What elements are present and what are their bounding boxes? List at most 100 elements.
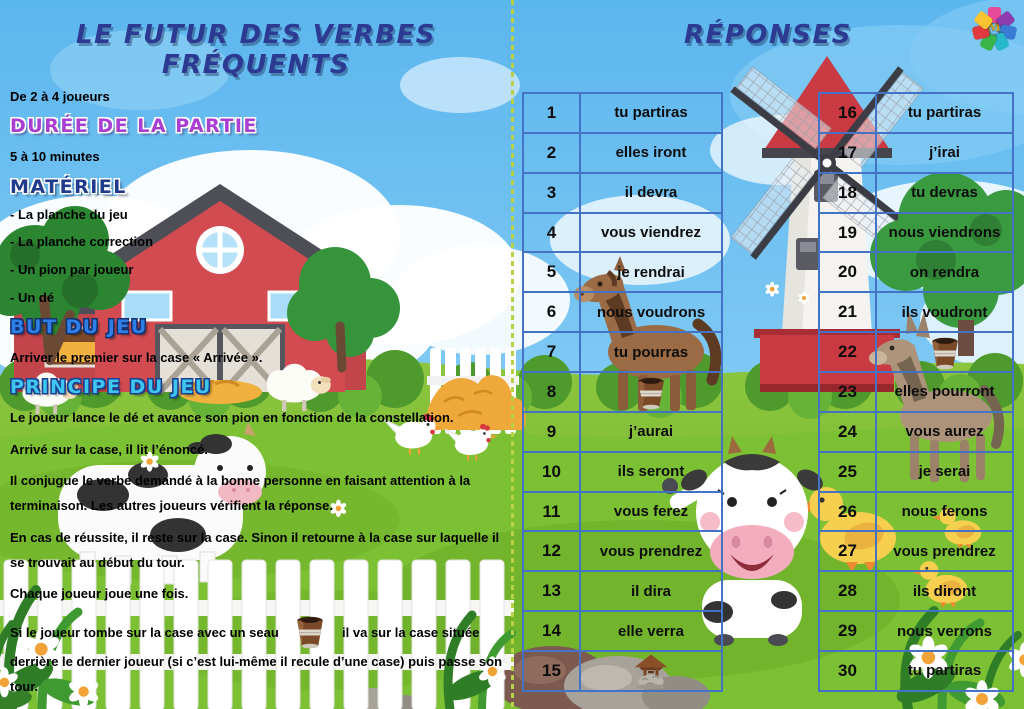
answer-number: 30 xyxy=(820,652,877,690)
answer-text: tu pourras xyxy=(613,343,689,361)
answer-row: 5 je rendrai xyxy=(524,253,721,294)
picket-fence-illustration xyxy=(0,559,514,709)
answer-text: tu partiras xyxy=(907,662,982,680)
answer-number: 1 xyxy=(524,94,581,132)
material-item: - La planche du jeu xyxy=(10,206,128,222)
answer-row: 4 vous viendrez xyxy=(524,213,721,254)
answer-number: 13 xyxy=(524,572,581,611)
answer-text: ils seront xyxy=(617,463,685,481)
answer-number: 17 xyxy=(820,133,877,172)
hay-fence-illustration xyxy=(424,348,526,434)
cow-illustration xyxy=(662,436,823,646)
answer-number: 9 xyxy=(524,412,581,451)
donkey-illustration xyxy=(869,310,1004,482)
principle-line: Chaque joueur joue une fois. xyxy=(10,586,189,602)
answer-row: 10 ils seront xyxy=(524,452,721,493)
answer-text: vous aurez xyxy=(905,423,984,441)
answer-number: 14 xyxy=(524,612,581,651)
well-icon xyxy=(581,652,721,690)
answer-number: 15 xyxy=(524,652,581,690)
answer-number: 23 xyxy=(820,373,877,411)
answer-number: 29 xyxy=(820,612,877,651)
answer-row: 13 il dira xyxy=(524,572,721,613)
answer-text: tu partiras xyxy=(614,104,688,122)
answer-row: 20 on rendra xyxy=(820,253,1012,294)
answer-number: 16 xyxy=(820,94,877,132)
tree-illustration xyxy=(870,172,1024,356)
answer-number: 8 xyxy=(524,373,581,411)
answer-row: 24 vous aurez xyxy=(820,412,1012,453)
answer-number: 22 xyxy=(820,333,877,372)
answer-text: on rendra xyxy=(909,263,980,281)
answer-number: 27 xyxy=(820,532,877,571)
right-page-title: RÉPONSES xyxy=(684,20,852,50)
answer-row: 28 ils diront xyxy=(820,572,1012,613)
answer-number: 11 xyxy=(524,492,581,531)
material-item: - Un dé xyxy=(10,290,55,306)
players-line: De 2 à 4 joueurs xyxy=(10,89,110,104)
answer-row: 17 j’irai xyxy=(820,133,1012,174)
material-item: - Un pion par joueur xyxy=(10,262,134,278)
answer-number: 24 xyxy=(820,412,877,451)
answer-row: 12 vous prendrez xyxy=(524,532,721,573)
answer-text: elles iront xyxy=(615,144,687,162)
bucket-icon xyxy=(292,613,328,649)
answer-text: elle verra xyxy=(618,622,684,640)
answer-number: 2 xyxy=(524,133,581,172)
answer-row: 23 elles pourront xyxy=(820,373,1012,413)
answer-text: j’irai xyxy=(929,144,960,162)
materials-header: MATÉRIEL xyxy=(10,175,127,198)
answer-row: 15 xyxy=(524,652,721,690)
answer-number: 3 xyxy=(524,173,581,212)
page-fold-line xyxy=(511,0,514,709)
foliage-illustration xyxy=(443,610,516,709)
answer-row: 21 ils voudront xyxy=(820,293,1012,334)
bucket-rule: Si le joueur tombe sur la case avec un s… xyxy=(10,613,514,700)
answer-text: nous verrons xyxy=(896,622,993,640)
answer-row: 26 nous ferons xyxy=(820,492,1012,533)
answer-row: 19 nous viendrons xyxy=(820,213,1012,254)
foliage-illustration xyxy=(0,585,101,709)
material-item: - La planche correction xyxy=(10,234,154,250)
answer-row: 1 tu partiras xyxy=(524,94,721,134)
answer-number: 12 xyxy=(524,532,581,571)
answer-text: ils voudront xyxy=(901,303,988,321)
answer-row: 7 tu pourras xyxy=(524,333,721,374)
answer-row: 30 tu partiras xyxy=(820,652,1012,690)
left-page-title: LE FUTUR DES VERBES FRÉQUENTS xyxy=(76,20,436,80)
answer-row: 16 tu partiras xyxy=(820,94,1012,134)
answer-number: 10 xyxy=(524,452,581,491)
answer-number: 18 xyxy=(820,173,877,212)
answer-row: 11 vous ferez xyxy=(524,492,721,533)
answer-text: vous prendrez xyxy=(599,542,703,560)
answers-table-2: 16 tu partiras 17 j’irai 18 tu devras 19 nous v… xyxy=(818,92,1014,692)
bucket-rule-after: il va sur la case située derrière le der… xyxy=(10,624,503,694)
answer-text: nous ferons xyxy=(901,503,988,521)
answer-row: 2 elles iront xyxy=(524,133,721,174)
answer-number: 26 xyxy=(820,492,877,531)
answer-row: 22 xyxy=(820,333,1012,374)
brand-logo: M xyxy=(971,6,1018,52)
answer-number: 19 xyxy=(820,213,877,252)
principle-header: PRINCIPE DU JEU xyxy=(10,376,212,399)
answer-row: 14 elle verra xyxy=(524,612,721,653)
bucket-icon xyxy=(877,333,1012,371)
answer-number: 7 xyxy=(524,333,581,372)
principle-line: Il conjugue le verbe demandé à la bonne … xyxy=(10,472,471,514)
principle-line: Le joueur lance le dé et avance son pion… xyxy=(10,410,454,426)
answer-text: il devra xyxy=(624,184,678,202)
answers-table-1: 1 tu partiras 2 elles iront 3 il devra 4 vous v… xyxy=(522,92,723,692)
answer-text: tu partiras xyxy=(907,104,982,122)
answer-number: 20 xyxy=(820,253,877,292)
answer-text: je serai xyxy=(918,463,971,481)
principle-line: En cas de réussite, il reste sur la case… xyxy=(10,529,500,570)
answer-row: 18 tu devras xyxy=(820,173,1012,214)
answer-text: nous viendrons xyxy=(888,224,1001,241)
answer-row: 9 j’aurai xyxy=(524,412,721,453)
answer-number: 5 xyxy=(524,253,581,292)
answer-row: 25 je serai xyxy=(820,452,1012,493)
answer-text: je rendrai xyxy=(617,263,685,281)
answer-text: j’aurai xyxy=(628,423,674,441)
